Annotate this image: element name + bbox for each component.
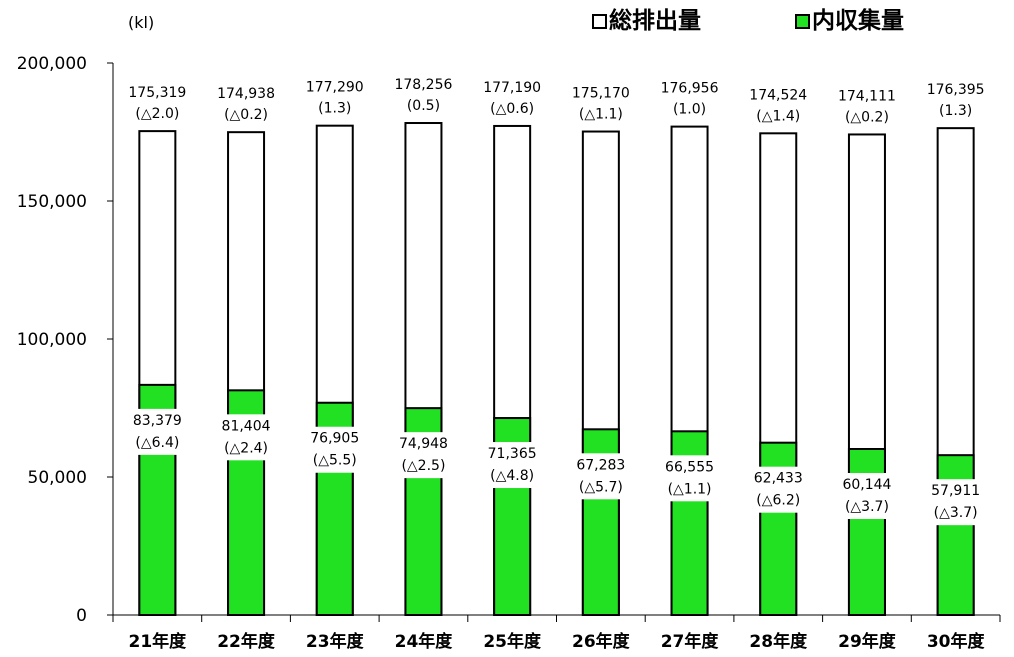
collected-label-background xyxy=(476,442,549,489)
total-value-label: 178,256 xyxy=(394,77,452,93)
total-change-label: (0.5) xyxy=(407,98,440,114)
bar-collected xyxy=(936,454,975,617)
collected-change-label: (△4.8) xyxy=(490,468,534,484)
y-tick-label: 50,000 xyxy=(28,468,87,488)
collected-value-label: 74,948 xyxy=(399,436,448,452)
collected-value-label: 57,911 xyxy=(931,483,980,499)
total-value-label: 175,170 xyxy=(572,86,630,102)
total-value-label: 177,290 xyxy=(306,80,364,96)
x-tick-label: 28年度 xyxy=(749,631,808,652)
total-change-label: (1.3) xyxy=(318,101,351,117)
collected-label-background xyxy=(121,408,194,455)
legend-swatch-1 xyxy=(592,14,607,29)
collected-value-label: 67,283 xyxy=(576,457,625,473)
y-tick-label: 100,000 xyxy=(17,330,87,350)
x-tick-label: 21年度 xyxy=(129,631,188,652)
total-change-label: (1.3) xyxy=(939,103,972,119)
bars xyxy=(138,122,975,617)
legend-label-1: 総排出量 xyxy=(609,7,701,34)
x-tick-label: 24年度 xyxy=(395,631,454,652)
collected-label-background xyxy=(653,455,726,502)
collected-change-label: (△5.7) xyxy=(579,479,623,495)
x-tick-label: 27年度 xyxy=(661,631,720,652)
legend-label-2: 内収集量 xyxy=(812,7,904,34)
total-change-label: (1.0) xyxy=(673,102,706,118)
y-tick-label: 200,000 xyxy=(17,54,87,74)
y-axis-unit-label: (kl) xyxy=(128,13,154,32)
total-value-label: 176,395 xyxy=(927,82,985,98)
y-axis-ticks: 0 50,000 100,000 150,000 200,000 xyxy=(17,54,113,626)
total-value-label: 174,524 xyxy=(749,87,807,103)
total-value-label: 177,190 xyxy=(483,80,541,96)
collected-change-label: (△3.7) xyxy=(845,499,889,515)
y-tick-label: 150,000 xyxy=(17,192,87,212)
collected-label-background xyxy=(210,414,283,461)
x-tick-label: 26年度 xyxy=(572,631,631,652)
collected-label-background xyxy=(919,479,992,526)
collected-label-background xyxy=(387,432,460,479)
collected-change-label: (△6.2) xyxy=(756,493,800,509)
collected-value-label: 66,555 xyxy=(665,459,714,475)
collected-label-background xyxy=(742,466,815,513)
total-value-label: 174,938 xyxy=(217,86,275,102)
collected-change-label: (△2.5) xyxy=(401,458,445,474)
x-axis-ticks: 21年度 22年度 23年度 24年度 25年度 26年度 27年度 28年度 29年度 30年度 xyxy=(112,615,1001,652)
collected-label-background xyxy=(830,473,903,520)
total-change-label: (△0.6) xyxy=(490,101,534,117)
collected-value-label: 81,404 xyxy=(222,418,271,434)
total-value-label: 174,111 xyxy=(838,88,896,104)
x-tick-label: 29年度 xyxy=(838,631,897,652)
x-tick-label: 23年度 xyxy=(306,631,365,652)
legend-swatch-2 xyxy=(795,14,810,29)
collected-value-label: 62,433 xyxy=(754,471,803,487)
collected-change-label: (△1.1) xyxy=(668,481,712,497)
collected-value-label: 83,379 xyxy=(133,413,182,429)
collected-label-background xyxy=(298,426,371,473)
collected-change-label: (△5.5) xyxy=(313,453,357,469)
total-value-label: 175,319 xyxy=(128,85,186,101)
total-change-label: (△1.4) xyxy=(756,108,800,124)
x-tick-label: 25年度 xyxy=(483,631,542,652)
collected-value-label: 71,365 xyxy=(488,446,537,462)
collected-value-label: 60,144 xyxy=(842,477,891,493)
collected-change-label: (△2.4) xyxy=(224,440,268,456)
collected-change-label: (△3.7) xyxy=(934,505,978,521)
x-tick-label: 30年度 xyxy=(927,631,986,652)
y-tick-label: 0 xyxy=(76,606,87,626)
total-change-label: (△0.2) xyxy=(224,107,268,123)
collected-change-label: (△6.4) xyxy=(135,435,179,451)
collected-value-label: 76,905 xyxy=(310,431,359,447)
total-change-label: (△2.0) xyxy=(135,106,179,122)
collected-label-background xyxy=(564,453,637,500)
data-labels: 175,319 (△2.0) 83,379 (△6.4) 174,938 (△0.2) 81… xyxy=(121,77,992,526)
total-value-label: 176,956 xyxy=(661,81,719,97)
total-change-label: (△0.2) xyxy=(845,109,889,125)
total-change-label: (△1.1) xyxy=(579,107,623,123)
x-tick-label: 22年度 xyxy=(217,631,276,652)
legend: 総排出量 内収集量 xyxy=(592,7,904,34)
